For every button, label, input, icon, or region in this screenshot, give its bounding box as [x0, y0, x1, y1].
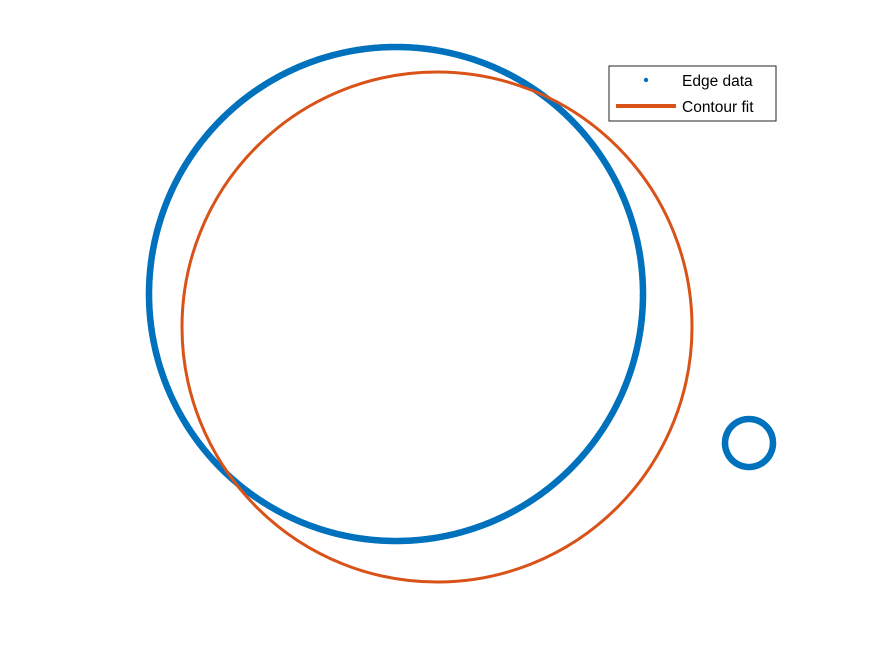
- series-contour-fit: [180, 70, 694, 584]
- series-layer: [145, 43, 777, 584]
- legend-label-edge-data: Edge data: [682, 73, 753, 90]
- legend-box: [608, 65, 777, 122]
- legend-marker-edge-data: [643, 77, 649, 83]
- edge-point: [639, 289, 647, 296]
- legend: Edge data Contour fit: [608, 65, 777, 122]
- edge-point: [769, 438, 777, 445]
- legend-label-contour-fit: Contour fit: [682, 99, 754, 116]
- series-edge-data: [145, 43, 777, 545]
- contour-fit-line: [180, 70, 694, 584]
